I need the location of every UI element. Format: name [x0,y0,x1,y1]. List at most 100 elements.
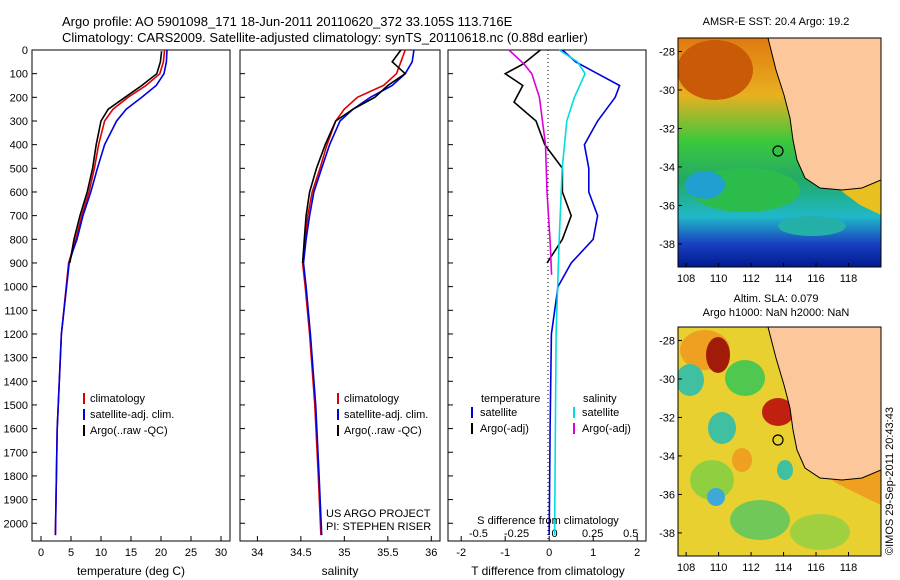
x-tick-label: 0 [546,547,552,559]
y-tick-label: 1700 [4,447,28,459]
map-y-tick-label: -36 [659,200,675,212]
s-tick-label: -0.5 [469,528,488,540]
sla-low-4 [777,460,793,480]
x-tick-label: 36 [425,547,437,559]
x-tick-label: 10 [95,547,107,559]
salinity-plot-frame [239,49,441,542]
map-x-tick-label: 114 [775,273,793,285]
x-tick-label: 20 [155,547,167,559]
warm-eddy [678,40,753,100]
y-tick-label: 100 [10,69,28,81]
salinity-legend: climatology satellite-adj. clim. Argo(..… [337,393,428,437]
x-tick-label: 34 [251,547,263,559]
map-x-tick-label: 110 [710,273,728,285]
series-line-satellite-adj--clim- [54,49,168,536]
y-tick-label: 700 [10,211,28,223]
map-y-tick-label: -38 [659,239,675,251]
series-line-argo---raw--qc- [301,49,407,264]
legend-title-temperature: temperature [481,393,540,405]
legend-label-satellite: satellite-adj. clim. [90,409,174,421]
y-tick-label: 1600 [4,424,28,436]
difference-panel: -2 -1 0 1 2-0.5 -0.25 0 0.25 0.5 temperature sal… [447,49,647,578]
sla-map-frame [677,326,882,557]
x-tick-label: 25 [185,547,197,559]
temperature-legend: climatology satellite-adj. clim. Argo(..… [83,393,174,437]
x-tick-label: 15 [125,547,137,559]
argo-float-marker [772,145,784,157]
y-tick-label: 1800 [4,471,28,483]
sst-map-title: AMSR-E SST: 20.4 Argo: 19.2 [703,16,850,28]
figure-title-line2: Climatology: CARS2009. Satellite-adjuste… [62,30,588,45]
temperature-x-axis-label: temperature (deg C) [77,564,185,578]
series-line-satellite [548,49,621,536]
legend-label-t-argo: Argo(-adj) [480,423,529,435]
sla-patch-2 [732,448,752,472]
map-x-tick-label: 110 [710,562,728,574]
s-tick-label: 0.5 [623,528,638,540]
map-y-tick-label: -36 [659,489,675,501]
legend-label-t-satellite: satellite [480,407,517,419]
series-line-argo---raw--qc- [69,51,163,264]
y-tick-label: 1500 [4,400,28,412]
figure-title-line1: Argo profile: AO 5901098_171 18-Jun-2011… [62,14,513,29]
map-y-tick-label: -32 [659,123,675,135]
x-tick-label: 35 [338,547,350,559]
map-x-tick-label: 118 [840,273,858,285]
map-y-tick-label: -28 [659,46,675,58]
legend-label-satellite: satellite-adj. clim. [344,409,428,421]
y-tick-label: 0 [22,45,28,57]
y-tick-label: 900 [10,258,28,270]
y-tick-label: 1900 [4,495,28,507]
legend-title-salinity: salinity [583,393,617,405]
sla-high-2 [762,398,794,426]
map-y-tick-label: -34 [659,162,675,174]
salinity-panel: 34 34.5 35 35.5 36 climatology satellite-adj… [239,49,441,578]
map-y-tick-label: -30 [659,374,675,386]
sla-green-4 [790,514,850,550]
sla-green-3 [730,500,790,540]
x-tick-label: 2 [634,547,640,559]
series-line-argo--adj- [508,49,553,275]
sla-low-2 [708,412,736,444]
x-tick-label: -1 [500,547,510,559]
y-tick-label: 2000 [4,518,28,530]
y-tick-label: 400 [10,140,28,152]
sla-map-field [678,327,881,556]
temperature-panel: 0 5 10 15 20 25 300100200300400500600700800900… [4,45,231,578]
sla-high [706,337,730,373]
y-tick-label: 1100 [4,305,28,317]
temperature-difference-axis-label: T difference from climatology [471,564,625,578]
sla-map-panel: Altim. SLA: 0.079 Argo h1000: NaN h2000:… [659,293,882,574]
salinity-x-axis-label: salinity [322,564,359,578]
map-y-tick-label: -32 [659,412,675,424]
series-line-argo--adj- [503,49,573,264]
y-tick-label: 600 [10,187,28,199]
y-tick-label: 200 [10,92,28,104]
map-y-tick-label: -38 [659,528,675,540]
s-tick-label: -0.25 [504,528,529,540]
y-tick-label: 1200 [4,329,28,341]
map-y-tick-label: -34 [659,451,675,463]
difference-legend: temperature salinity satellite Argo(-adj… [471,393,631,435]
x-tick-label: 30 [215,547,227,559]
legend-label-s-argo: Argo(-adj) [582,423,631,435]
legend-label-argo: Argo(..raw -QC) [344,425,422,437]
difference-plot-frame [447,49,647,542]
legend-label-climatology: climatology [344,393,400,405]
legend-label-argo: Argo(..raw -QC) [90,425,168,437]
map-x-tick-label: 114 [775,562,793,574]
sla-map-title: Altim. SLA: 0.079 [734,293,819,305]
australia-landmass [767,327,881,481]
x-tick-label: 0 [38,547,44,559]
x-tick-label: 5 [68,547,74,559]
legend-label-climatology: climatology [90,393,146,405]
sst-map-frame [677,37,882,268]
map-x-tick-label: 112 [742,562,760,574]
sla-green [725,360,765,396]
sst-map-panel: AMSR-E SST: 20.4 Argo: 19.2 108 110 112 114… [659,16,882,285]
sla-green-2 [690,460,734,500]
x-tick-label: 1 [590,547,596,559]
map-x-tick-label: 116 [807,273,825,285]
salinity-difference-axis-label: S difference from climatology [477,515,619,527]
